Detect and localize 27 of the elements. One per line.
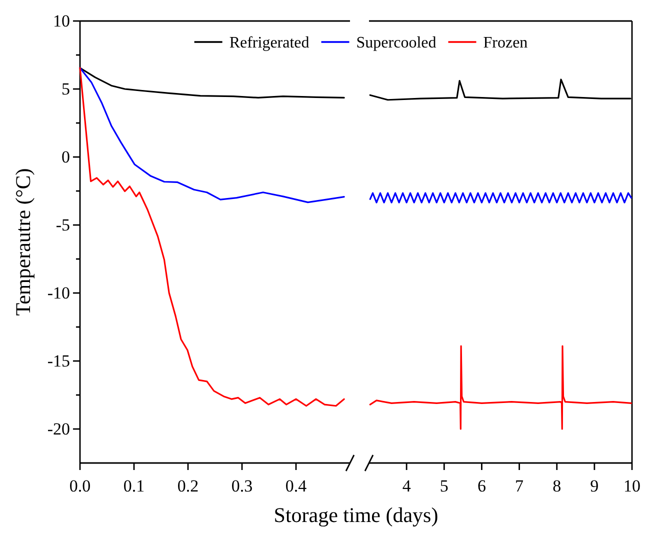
y-tick-label: 0 [62,147,70,166]
line-series [79,67,345,204]
x-tick-label: 0.1 [123,476,145,496]
x-tick-label: 0.4 [285,476,308,496]
x-tick-label: 5 [440,476,448,496]
line-series [79,67,345,407]
x-tick-label: 6 [477,476,486,496]
y-tick-label: -20 [47,419,70,438]
x-axis-title: Storage time (days) [274,503,438,527]
y-tick-label: 10 [53,11,70,30]
y-axis-title: Temperautre (°C) [11,168,35,316]
line-series [79,67,345,99]
legend-label: Supercooled [356,34,436,52]
y-tick-label: -5 [56,215,70,234]
y-tick-label: -10 [47,283,70,302]
x-tick-label: 7 [515,476,524,496]
x-tick-label: 0.0 [69,476,91,496]
x-tick-label: 0.2 [177,476,199,496]
y-tick-label: -15 [47,351,70,370]
y-tick-label: 5 [62,79,70,98]
x-tick-label: 4 [402,476,412,496]
legend-label: Refrigerated [229,34,310,52]
legend-label: Frozen [483,34,528,52]
x-tick-label: 9 [590,476,599,496]
x-tick-label: 0.3 [231,476,253,496]
x-tick-label: 10 [624,476,640,496]
x-tick-label: 8 [552,476,562,496]
